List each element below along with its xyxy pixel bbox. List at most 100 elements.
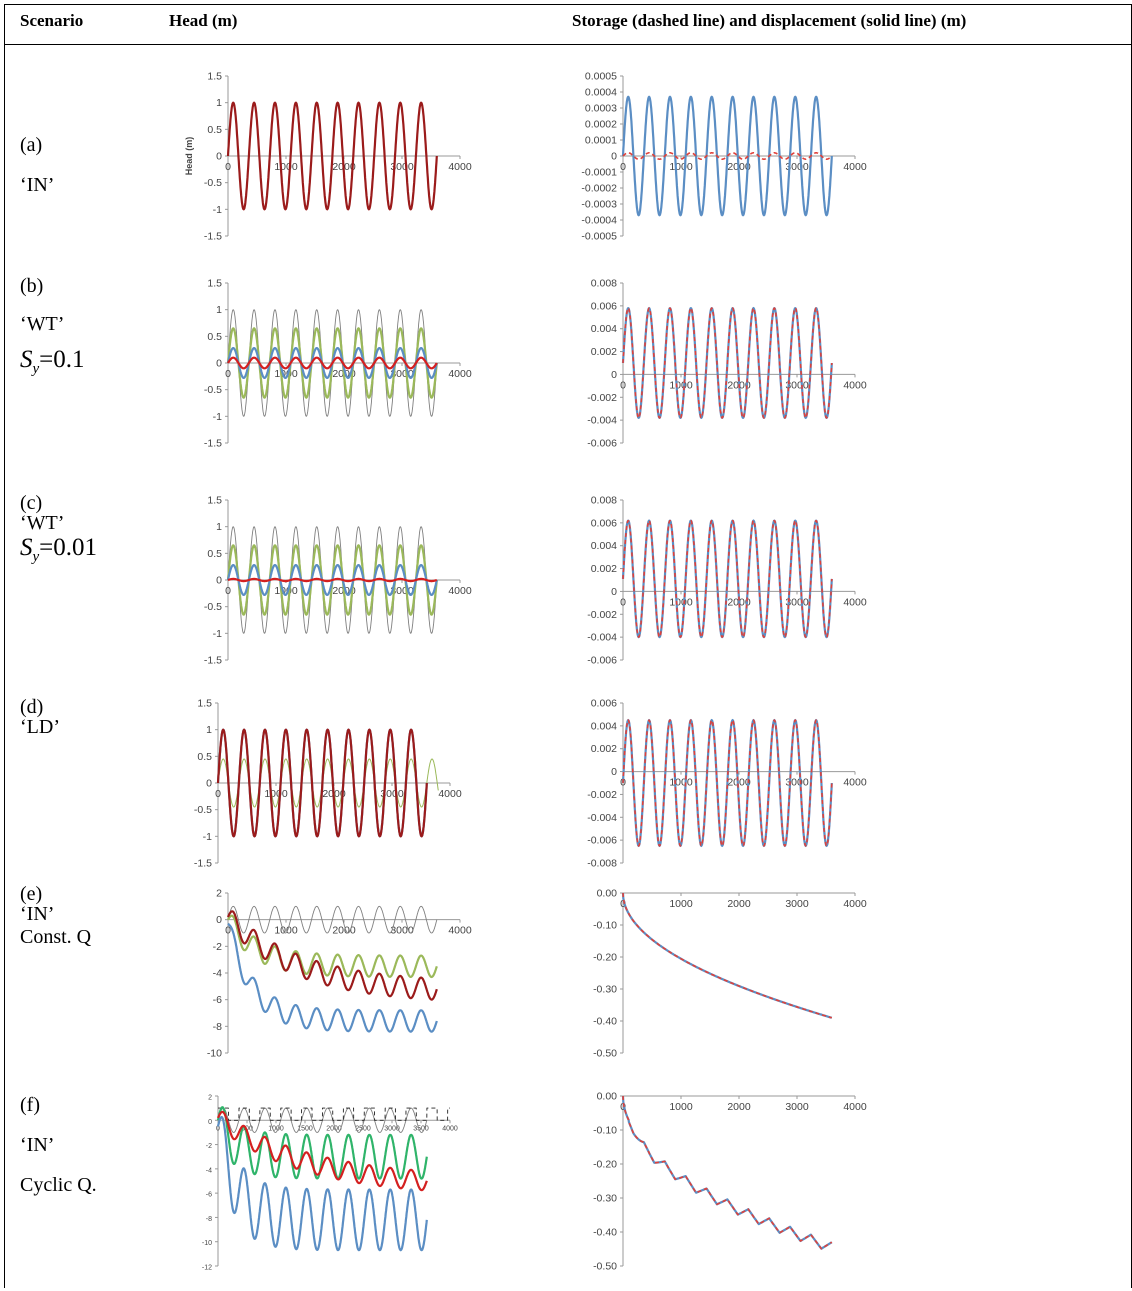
y-tick-label: 2 xyxy=(216,888,222,900)
x-tick-label: 0 xyxy=(225,585,231,597)
x-tick-label: 2000 xyxy=(326,1125,342,1132)
x-tick-label: 1000 xyxy=(274,161,298,173)
x-tick-label: 2500 xyxy=(355,1125,371,1132)
x-tick-label: 4000 xyxy=(448,925,472,937)
row-b-id: (b) xyxy=(20,275,44,297)
y-tick-label: -0.20 xyxy=(593,952,617,964)
y-tick-label: 1 xyxy=(206,724,212,736)
series-line-3 xyxy=(216,728,428,838)
row-a-type: ‘IN’ xyxy=(20,174,55,196)
y-tick-label: 0.5 xyxy=(207,548,222,560)
row-c-label: (c) ‘WT’ Sy=0.01 xyxy=(20,493,97,570)
x-tick-label: 4000 xyxy=(843,777,867,789)
y-tick-label: -1.5 xyxy=(204,231,222,243)
y-tick-label: -10 xyxy=(202,1240,212,1247)
row-c-sy: Sy=0.01 xyxy=(20,534,98,566)
y-tick-label: -0.30 xyxy=(593,1193,617,1205)
y-tick-label: 0.004 xyxy=(591,720,617,732)
y-tick-label: 0.004 xyxy=(591,323,617,335)
y-tick-label: -1.5 xyxy=(204,655,222,667)
y-tick-label: 0 xyxy=(208,1119,212,1126)
x-tick-label: 4000 xyxy=(843,1101,867,1113)
row-b-type: ‘WT’ xyxy=(20,313,65,335)
y-tick-label: 0 xyxy=(206,778,212,790)
row-b-sy: Sy=0.1 xyxy=(20,346,85,378)
x-tick-label: 1000 xyxy=(274,925,298,937)
y-tick-label: -0.40 xyxy=(593,1227,617,1239)
header-rule xyxy=(4,44,1131,45)
y-tick-label: -12 xyxy=(202,1265,212,1272)
row-e-type: ‘IN’ xyxy=(20,903,55,925)
y-tick-label: -8 xyxy=(206,1216,212,1223)
x-tick-label: 0 xyxy=(620,596,626,608)
x-tick-label: 3000 xyxy=(785,898,809,910)
y-tick-label: 1 xyxy=(216,97,222,109)
y-tick-label: 1.5 xyxy=(197,698,212,710)
y-tick-label: -0.002 xyxy=(587,609,617,621)
row-d-id: (d) xyxy=(20,696,44,718)
y-tick-label: -4 xyxy=(206,1167,212,1174)
row-b-label: (b) ‘WT’ Sy=0.1 xyxy=(20,273,85,382)
row-c-id: (c) xyxy=(20,492,43,514)
y-tick-label: -0.008 xyxy=(587,858,617,870)
chart-d-head: 1.510.50-0.5-1-1.50 1000 2000 3000 4000 xyxy=(194,698,462,870)
y-tick-label: 1.5 xyxy=(207,71,222,83)
y-tick-label: 0.006 xyxy=(591,517,617,529)
series-line-2 xyxy=(622,307,833,419)
x-tick-label: 4000 xyxy=(843,161,867,173)
chart-c-storage: 0.0080.0060.0040.0020-0.002-0.004-0.0060… xyxy=(587,495,867,667)
series-line-2 xyxy=(622,892,833,1019)
x-tick-label: 4000 xyxy=(843,898,867,910)
x-tick-label: 4000 xyxy=(448,368,472,380)
x-tick-label: 4000 xyxy=(448,585,472,597)
y-tick-label: -0.004 xyxy=(587,812,617,824)
y-tick-label: 0.002 xyxy=(591,563,617,575)
y-axis-label: Head (m) xyxy=(184,137,194,176)
y-tick-label: -0.50 xyxy=(593,1261,617,1273)
y-tick-label: -10 xyxy=(207,1048,222,1060)
series-line-1 xyxy=(226,101,438,211)
series-line-4 xyxy=(227,356,438,370)
y-tick-label: -1 xyxy=(213,628,222,640)
x-tick-label: 3000 xyxy=(384,1125,400,1132)
y-tick-label: -1.5 xyxy=(204,438,222,450)
x-tick-label: 0 xyxy=(620,161,626,173)
x-tick-label: 3000 xyxy=(390,925,414,937)
series-line-2 xyxy=(622,152,833,160)
row-f-label: (f) ‘IN’ Cyclic Q. xyxy=(20,1092,97,1198)
series-line-1 xyxy=(621,1095,833,1250)
y-tick-label: -0.002 xyxy=(587,789,617,801)
y-tick-label: -0.40 xyxy=(593,1016,617,1028)
y-tick-label: 0 xyxy=(611,369,617,381)
series-line-1 xyxy=(227,905,438,934)
y-tick-label: 0 xyxy=(611,586,617,598)
y-tick-label: -0.0003 xyxy=(581,199,617,211)
y-tick-label: -0.004 xyxy=(587,632,617,644)
y-tick-label: -6 xyxy=(213,994,222,1006)
y-tick-label: -0.30 xyxy=(593,984,617,996)
chart-e-head: 20-2-4-6-8-100 1000 2000 3000 4000 xyxy=(207,888,472,1060)
chart-e-storage: 0.00 -0.10 -0.20 -0.30 -0.40 -0.50 0 1000 2000 30… xyxy=(593,888,867,1060)
y-tick-label: -0.5 xyxy=(204,601,222,613)
series-line-4 xyxy=(216,1110,428,1192)
row-f-type: ‘IN’ xyxy=(20,1134,55,1156)
y-tick-label: 0 xyxy=(216,575,222,587)
x-tick-label: 0 xyxy=(225,161,231,173)
y-tick-label: 0.0001 xyxy=(585,135,617,147)
series-line-4 xyxy=(227,577,438,583)
x-tick-label: 0 xyxy=(215,788,221,800)
y-tick-label: 0.0002 xyxy=(585,119,617,131)
x-tick-label: 4000 xyxy=(843,596,867,608)
y-tick-label: 0 xyxy=(216,914,222,926)
series-line-2 xyxy=(217,1107,451,1121)
x-tick-label: 4000 xyxy=(438,788,462,800)
series-line-5 xyxy=(216,1115,428,1252)
y-tick-label: 0 xyxy=(216,358,222,370)
y-tick-label: -1 xyxy=(213,204,222,216)
y-tick-label: 0.00 xyxy=(597,1091,618,1103)
x-tick-label: 3000 xyxy=(785,161,809,173)
row-a-id: (a) xyxy=(20,134,43,156)
y-tick-label: -0.50 xyxy=(593,1048,617,1060)
x-tick-label: 3500 xyxy=(413,1125,429,1132)
y-tick-label: -0.5 xyxy=(204,177,222,189)
